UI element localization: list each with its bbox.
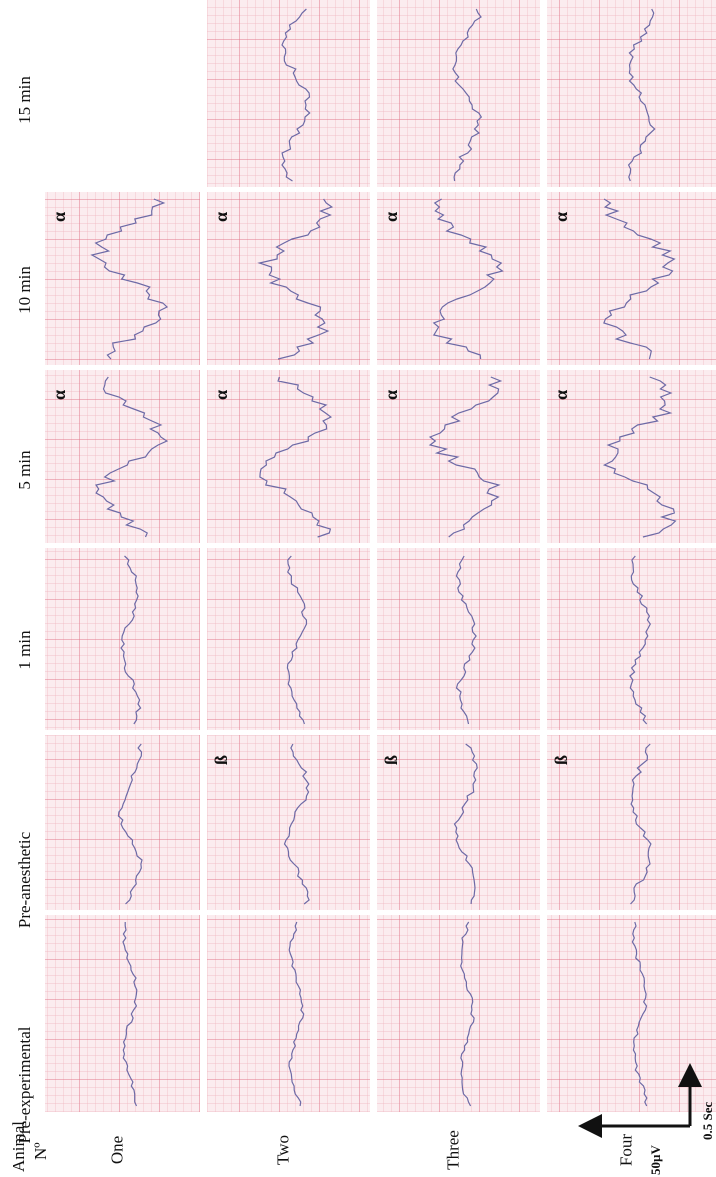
eeg-trace: [257, 198, 334, 360]
eeg-trace: [630, 743, 652, 905]
wave-marker: α: [211, 212, 231, 222]
time-label: Pre-anesthetic: [15, 831, 34, 928]
wave-marker: α: [551, 390, 571, 400]
wave-marker: α: [49, 390, 69, 400]
wave-marker: α: [381, 212, 401, 222]
eeg-trace: [288, 921, 305, 1107]
eeg-trace: [627, 8, 656, 182]
scale-bar: 50µV 0.5 Sec: [578, 1063, 715, 1175]
eeg-trace: [117, 743, 143, 905]
wave-marker: α: [551, 212, 571, 222]
eeg-panel: [547, 0, 716, 187]
time-label: 10 min: [15, 266, 34, 314]
eeg-panel: [207, 735, 370, 910]
eeg-trace: [452, 8, 483, 182]
eeg-trace: [281, 8, 311, 182]
wave-marker: α: [211, 390, 231, 400]
eeg-trace: [602, 376, 677, 538]
eeg-trace: [283, 743, 310, 905]
eeg-panel: [377, 735, 540, 910]
eeg-panel: [377, 370, 540, 543]
eeg-trace: [259, 376, 333, 538]
animal-label: Three: [444, 1130, 463, 1170]
wave-marker: α: [381, 390, 401, 400]
eeg-panel: [207, 915, 370, 1112]
labels: Animal Nº Pre-experimental Pre-anesthetic…: [9, 76, 636, 1172]
animal-label: Four: [617, 1134, 636, 1166]
eeg-trace: [90, 198, 169, 360]
wave-marker: ß: [551, 755, 571, 765]
eeg-panel: [547, 192, 716, 365]
eeg-panel: [547, 735, 716, 910]
eeg-panel: [377, 548, 540, 730]
eeg-panel: [207, 548, 370, 730]
eeg-trace: [432, 198, 504, 360]
eeg-trace: [455, 555, 477, 725]
eeg-trace: [603, 198, 676, 360]
time-label: Pre-experimental: [15, 1026, 34, 1143]
eeg-panel: [207, 370, 370, 543]
eeg-trace: [122, 922, 138, 1107]
eeg-trace: [460, 921, 475, 1107]
header-number: Nº: [31, 1142, 50, 1160]
wave-marker: α: [49, 212, 69, 222]
eeg-panel: [45, 735, 200, 910]
eeg-trace: [428, 376, 503, 538]
eeg-panel: [45, 915, 200, 1112]
animal-label: Two: [274, 1135, 293, 1165]
eeg-trace: [631, 921, 648, 1107]
eeg-panel: [377, 0, 540, 187]
eeg-trace: [453, 743, 478, 905]
wave-marker: ß: [381, 755, 401, 765]
time-label: 5 min: [15, 450, 34, 490]
animal-label: One: [108, 1136, 127, 1164]
wave-marker: ß: [211, 755, 231, 765]
eeg-trace: [95, 376, 169, 538]
eeg-panel: [207, 192, 370, 365]
eeg-trace: [629, 555, 652, 725]
amplitude-label: 50µV: [648, 1145, 663, 1175]
eeg-panel: [547, 370, 716, 543]
eeg-trace: [286, 555, 308, 725]
time-label: 15 min: [15, 76, 34, 124]
eeg-panel: [207, 0, 370, 187]
time-label: 1 min: [15, 630, 34, 670]
panels: α α ß α α ß α α ß α α: [45, 0, 716, 1112]
eeg-trace: [120, 555, 142, 725]
header-animal: Animal: [9, 1121, 28, 1172]
eeg-panel: [377, 915, 540, 1112]
eeg-panel: [377, 192, 540, 365]
time-label: 0.5 Sec: [700, 1102, 715, 1141]
